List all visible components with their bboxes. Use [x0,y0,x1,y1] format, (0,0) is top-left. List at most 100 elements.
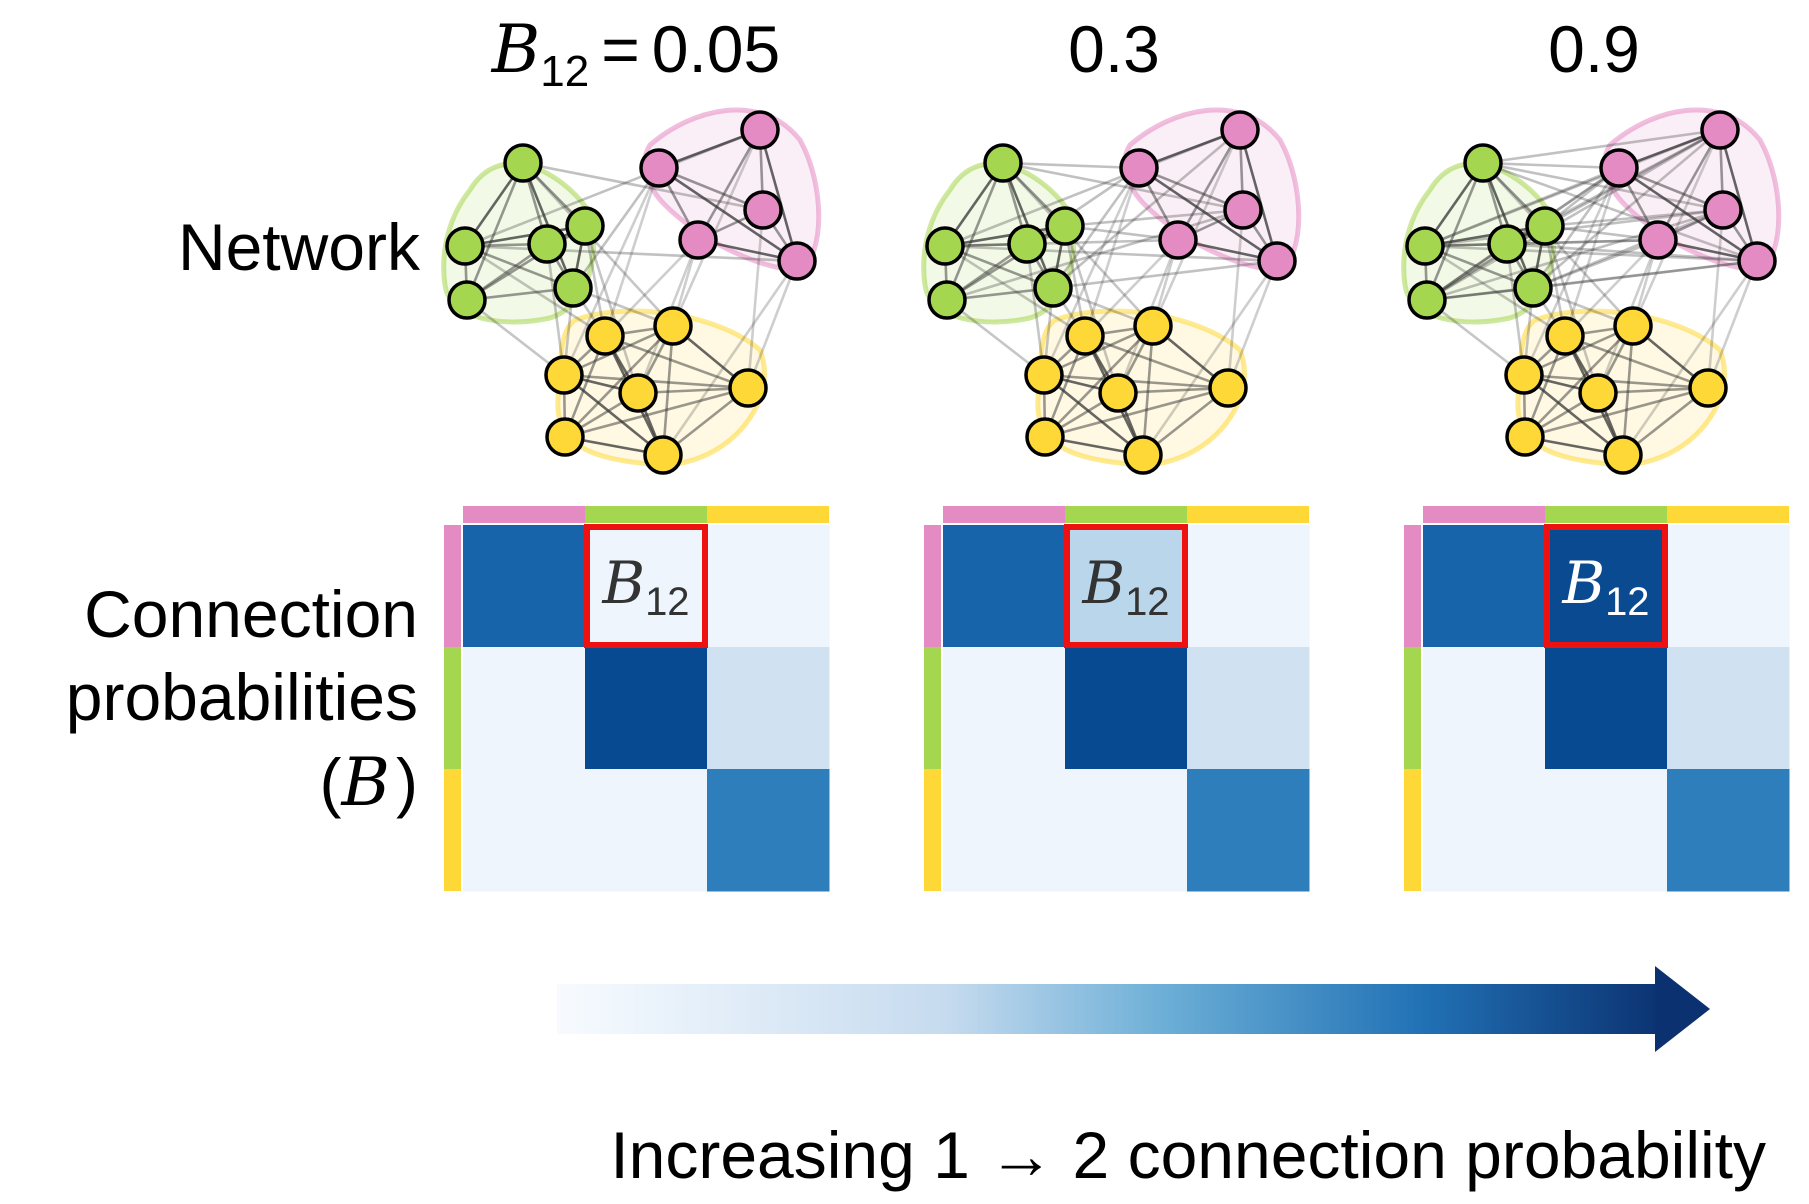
network-node-green [445,226,485,266]
network-edge [1052,129,1241,289]
matrix-cell [585,525,708,648]
network-node-pink [639,148,679,188]
network-node-yellow [1065,316,1105,356]
matrix-cell [943,647,1066,770]
matrix-cell [585,769,708,892]
b12-cell-label: B12 [1561,549,1649,624]
network-edge [1426,208,1724,302]
network-edge [1482,161,1758,263]
network-node-pink [1119,148,1159,188]
network-edge [945,162,1005,301]
matrix-column-bar-yellow [707,506,829,523]
matrix-column-bar-pink [1423,506,1545,523]
arrow-caption: Increasing 1 → 2 connection probability [610,1118,1766,1192]
matrix-column-bar-pink [943,506,1065,523]
matrix-row-bar-green [1404,647,1421,769]
network-edge [1718,129,1759,262]
network-edge [563,373,749,390]
network-edge [1043,373,1144,457]
network-node-yellow [1133,306,1173,346]
network-node-yellow [1578,373,1618,413]
network-node-pink [1158,220,1198,260]
network-edge [696,129,762,241]
matrix-cell [463,525,586,648]
network-edge [571,167,661,289]
matrix-cell [585,647,708,770]
network-panel-1 [441,107,822,475]
network-node-green [925,226,965,266]
matrix-row-bar-pink [1404,525,1421,647]
network-edge [1063,225,1120,394]
network-edge [1424,244,1758,263]
network-edge [1425,162,1485,301]
matrix-cell [463,769,586,892]
network-edge [1523,373,1709,390]
network-node-yellow [1613,306,1653,346]
network-edge [1083,167,1141,337]
network-edge [1043,373,1229,390]
network-node-pink [740,110,780,150]
network-node-yellow [1024,355,1064,395]
network-edge [522,161,764,212]
network-edge [1532,208,1724,290]
network-edge [1522,167,1621,376]
network-edge [671,129,762,327]
network-edge [563,373,664,457]
matrix-cell [943,525,1066,648]
network-edge [1482,161,1724,212]
network-node-yellow [618,373,658,413]
network-edge [1176,129,1242,241]
network-node-pink [1700,110,1740,150]
network-node-green [983,143,1023,183]
matrix-cell [1065,525,1188,648]
matrix-row-bar-pink [444,525,461,647]
network-edge [563,324,674,377]
panel-1-header: B12 = 0.05 [491,11,780,96]
network-node-green [1463,143,1503,183]
network-node-pink [1220,110,1260,150]
matrix-cell [1423,525,1546,648]
network-edge [464,244,798,263]
network-edge [1524,325,1634,438]
network-node-pink [1223,190,1263,230]
matrix-row-bar-green [924,647,941,769]
matrix-cell [707,525,830,648]
network-node-pink [678,220,718,260]
network-node-green [1033,268,1073,308]
network-edge [1424,208,1724,248]
b12-cell-label: B12 [1081,549,1169,624]
network-node-green [447,280,487,320]
network-edge [604,239,699,337]
network-edge [562,167,661,376]
matrix-cell [1065,769,1188,892]
network-edge [1064,208,1244,228]
network-edge [1426,128,1721,302]
network-node-yellow [1208,368,1248,408]
network-node-pink [1599,148,1639,188]
network-edge [746,209,765,389]
network-node-yellow [1688,368,1728,408]
network-edge [1044,386,1229,439]
network-edge [564,325,674,438]
network-edge [1618,166,1758,263]
network-edge [1505,243,1526,376]
network-edge [1426,298,1525,377]
network-edge [466,298,565,377]
network-edge [758,129,799,262]
network-node-yellow [653,306,693,346]
network-edge [465,162,525,301]
network-edge [1543,225,1600,394]
network-edge [1026,166,1140,246]
network-node-yellow [1505,417,1545,457]
matrix-cell [707,769,830,892]
b12-highlight-box [584,524,708,648]
b12-cell-label: B12 [601,549,689,624]
network-node-yellow [1603,435,1643,475]
matrix-cell [1545,769,1668,892]
matrix-row-bar-green [444,647,461,769]
panel-2-header: 0.3 [1068,12,1160,86]
panel-3-header: 0.9 [1548,12,1640,86]
network-node-pink [1257,241,1297,281]
network-node-pink [1638,220,1678,260]
